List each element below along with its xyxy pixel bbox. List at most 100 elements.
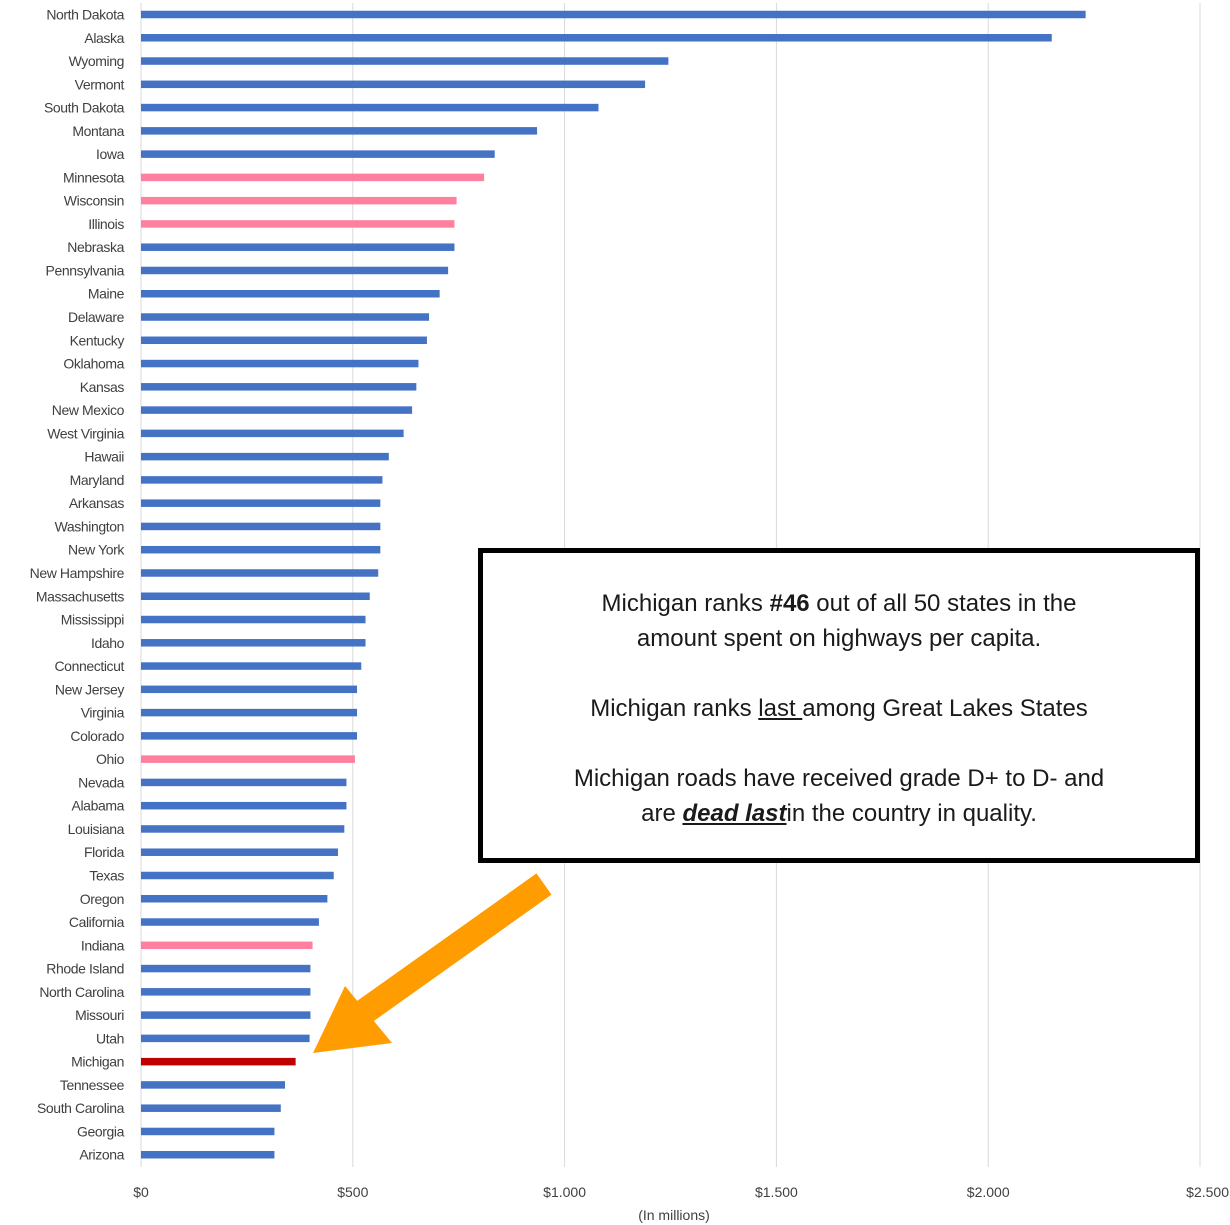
category-label: Tennessee <box>60 1077 125 1093</box>
category-label: South Carolina <box>37 1100 125 1116</box>
bar-washington <box>141 522 381 531</box>
category-label: Alabama <box>72 798 125 814</box>
callout-quality-pre: are <box>641 800 683 827</box>
category-label: Kansas <box>80 379 125 395</box>
x-tick-label: $2.500 <box>1186 1184 1229 1200</box>
category-label: Nebraska <box>67 239 124 255</box>
callout-box: Michigan ranks #46 out of all 50 states … <box>478 548 1200 863</box>
bar-hawaii <box>141 452 389 461</box>
category-label: Arkansas <box>69 495 125 511</box>
bar-oklahoma <box>141 359 419 368</box>
callout-paragraph-quality: Michigan roads have received grade D+ to… <box>483 761 1195 831</box>
bar-georgia <box>141 1127 275 1136</box>
category-label: Alaska <box>84 30 124 46</box>
bar-mississippi <box>141 615 366 624</box>
bar-missouri <box>141 1011 311 1019</box>
category-label: Georgia <box>77 1123 125 1139</box>
category-label: North Carolina <box>39 984 124 1000</box>
x-tick-label: $2.000 <box>967 1184 1010 1200</box>
x-tick-label: $500 <box>337 1184 368 1200</box>
category-label: Pennsylvania <box>46 262 125 278</box>
bar-maryland <box>141 476 383 484</box>
category-label: Oklahoma <box>63 356 124 372</box>
category-label: Texas <box>89 867 124 883</box>
bar-new-mexico <box>141 406 413 414</box>
bar-nevada <box>141 778 347 787</box>
callout-rank-line2: amount spent on highways per capita. <box>636 625 1042 652</box>
bar-delaware <box>141 313 430 321</box>
callout-great-lakes-pre: Michigan ranks <box>590 695 759 722</box>
bar-west-virginia <box>141 429 404 438</box>
x-tick-label: $0 <box>133 1184 149 1200</box>
bar-north-carolina <box>141 988 311 996</box>
bar-minnesota <box>141 173 485 182</box>
bar-wyoming <box>141 57 669 65</box>
category-label: Oregon <box>80 891 124 907</box>
bar-maine <box>141 289 440 298</box>
callout-rank-number: #46 <box>769 590 810 617</box>
category-label: Wisconsin <box>64 193 124 209</box>
bar-pennsylvania <box>141 266 449 275</box>
bar-kansas <box>141 383 417 391</box>
callout-great-lakes-post: among Great Lakes States <box>802 695 1088 722</box>
category-label: Minnesota <box>63 169 125 185</box>
category-label: Indiana <box>81 937 125 953</box>
category-label: New Mexico <box>52 402 125 418</box>
category-label: Vermont <box>75 76 125 92</box>
category-label: Iowa <box>96 146 125 162</box>
category-label: New Jersey <box>55 681 125 697</box>
bar-colorado <box>141 732 358 740</box>
bar-wisconsin <box>141 196 457 205</box>
bar-illinois <box>141 220 455 228</box>
bar-south-dakota <box>141 103 599 112</box>
callout-quality-dead-last: dead last <box>682 800 787 827</box>
category-label: Missouri <box>75 1007 124 1023</box>
category-label: Nevada <box>78 774 124 790</box>
category-label: Ohio <box>96 751 125 767</box>
category-label: California <box>69 914 125 930</box>
category-label: South Dakota <box>44 100 125 116</box>
bar-new-hampshire <box>141 569 379 577</box>
category-label: Arizona <box>79 1147 124 1163</box>
bar-connecticut <box>141 662 362 670</box>
category-label: North Dakota <box>46 7 124 23</box>
bar-utah <box>141 1034 310 1043</box>
bar-rhode-island <box>141 964 311 973</box>
bar-michigan <box>141 1057 296 1066</box>
bar-idaho <box>141 639 366 647</box>
bar-california <box>141 918 319 926</box>
x-tick-label: $1.000 <box>543 1184 586 1200</box>
x-axis-title: (In millions) <box>638 1207 710 1223</box>
category-label: Rhode Island <box>46 961 124 977</box>
bar-virginia <box>141 708 358 717</box>
bar-montana <box>141 127 538 135</box>
category-label: New York <box>68 542 125 558</box>
bar-florida <box>141 848 338 856</box>
bar-north-dakota <box>141 10 1086 19</box>
category-label: Kentucky <box>70 332 125 348</box>
bar-indiana <box>141 941 313 950</box>
bar-massachusetts <box>141 592 370 600</box>
bar-arkansas <box>141 499 381 507</box>
bar-vermont <box>141 80 646 89</box>
bars <box>141 10 1086 1159</box>
category-label: Maryland <box>70 472 124 488</box>
bar-new-york <box>141 545 381 554</box>
bar-alaska <box>141 34 1052 42</box>
bar-new-jersey <box>141 685 358 694</box>
bar-louisiana <box>141 825 345 833</box>
category-label: Utah <box>96 1030 124 1046</box>
category-label: Idaho <box>91 635 125 651</box>
category-label: Florida <box>84 844 125 860</box>
category-label: Michigan <box>71 1054 124 1070</box>
x-tick-labels: $0 $500 $1.000 $1.500 $2.000 $2.500 <box>133 1184 1229 1200</box>
bar-ohio <box>141 755 355 763</box>
category-label: Connecticut <box>54 658 124 674</box>
category-label: Illinois <box>88 216 124 232</box>
category-label: Montana <box>72 123 124 139</box>
category-labels: North Dakota Alaska Wyoming Vermont South Da… <box>30 7 126 1163</box>
callout-rank-pre: Michigan ranks <box>601 590 770 617</box>
category-label: Colorado <box>70 728 124 744</box>
callout-paragraph-rank: Michigan ranks #46 out of all 50 states … <box>483 586 1195 656</box>
